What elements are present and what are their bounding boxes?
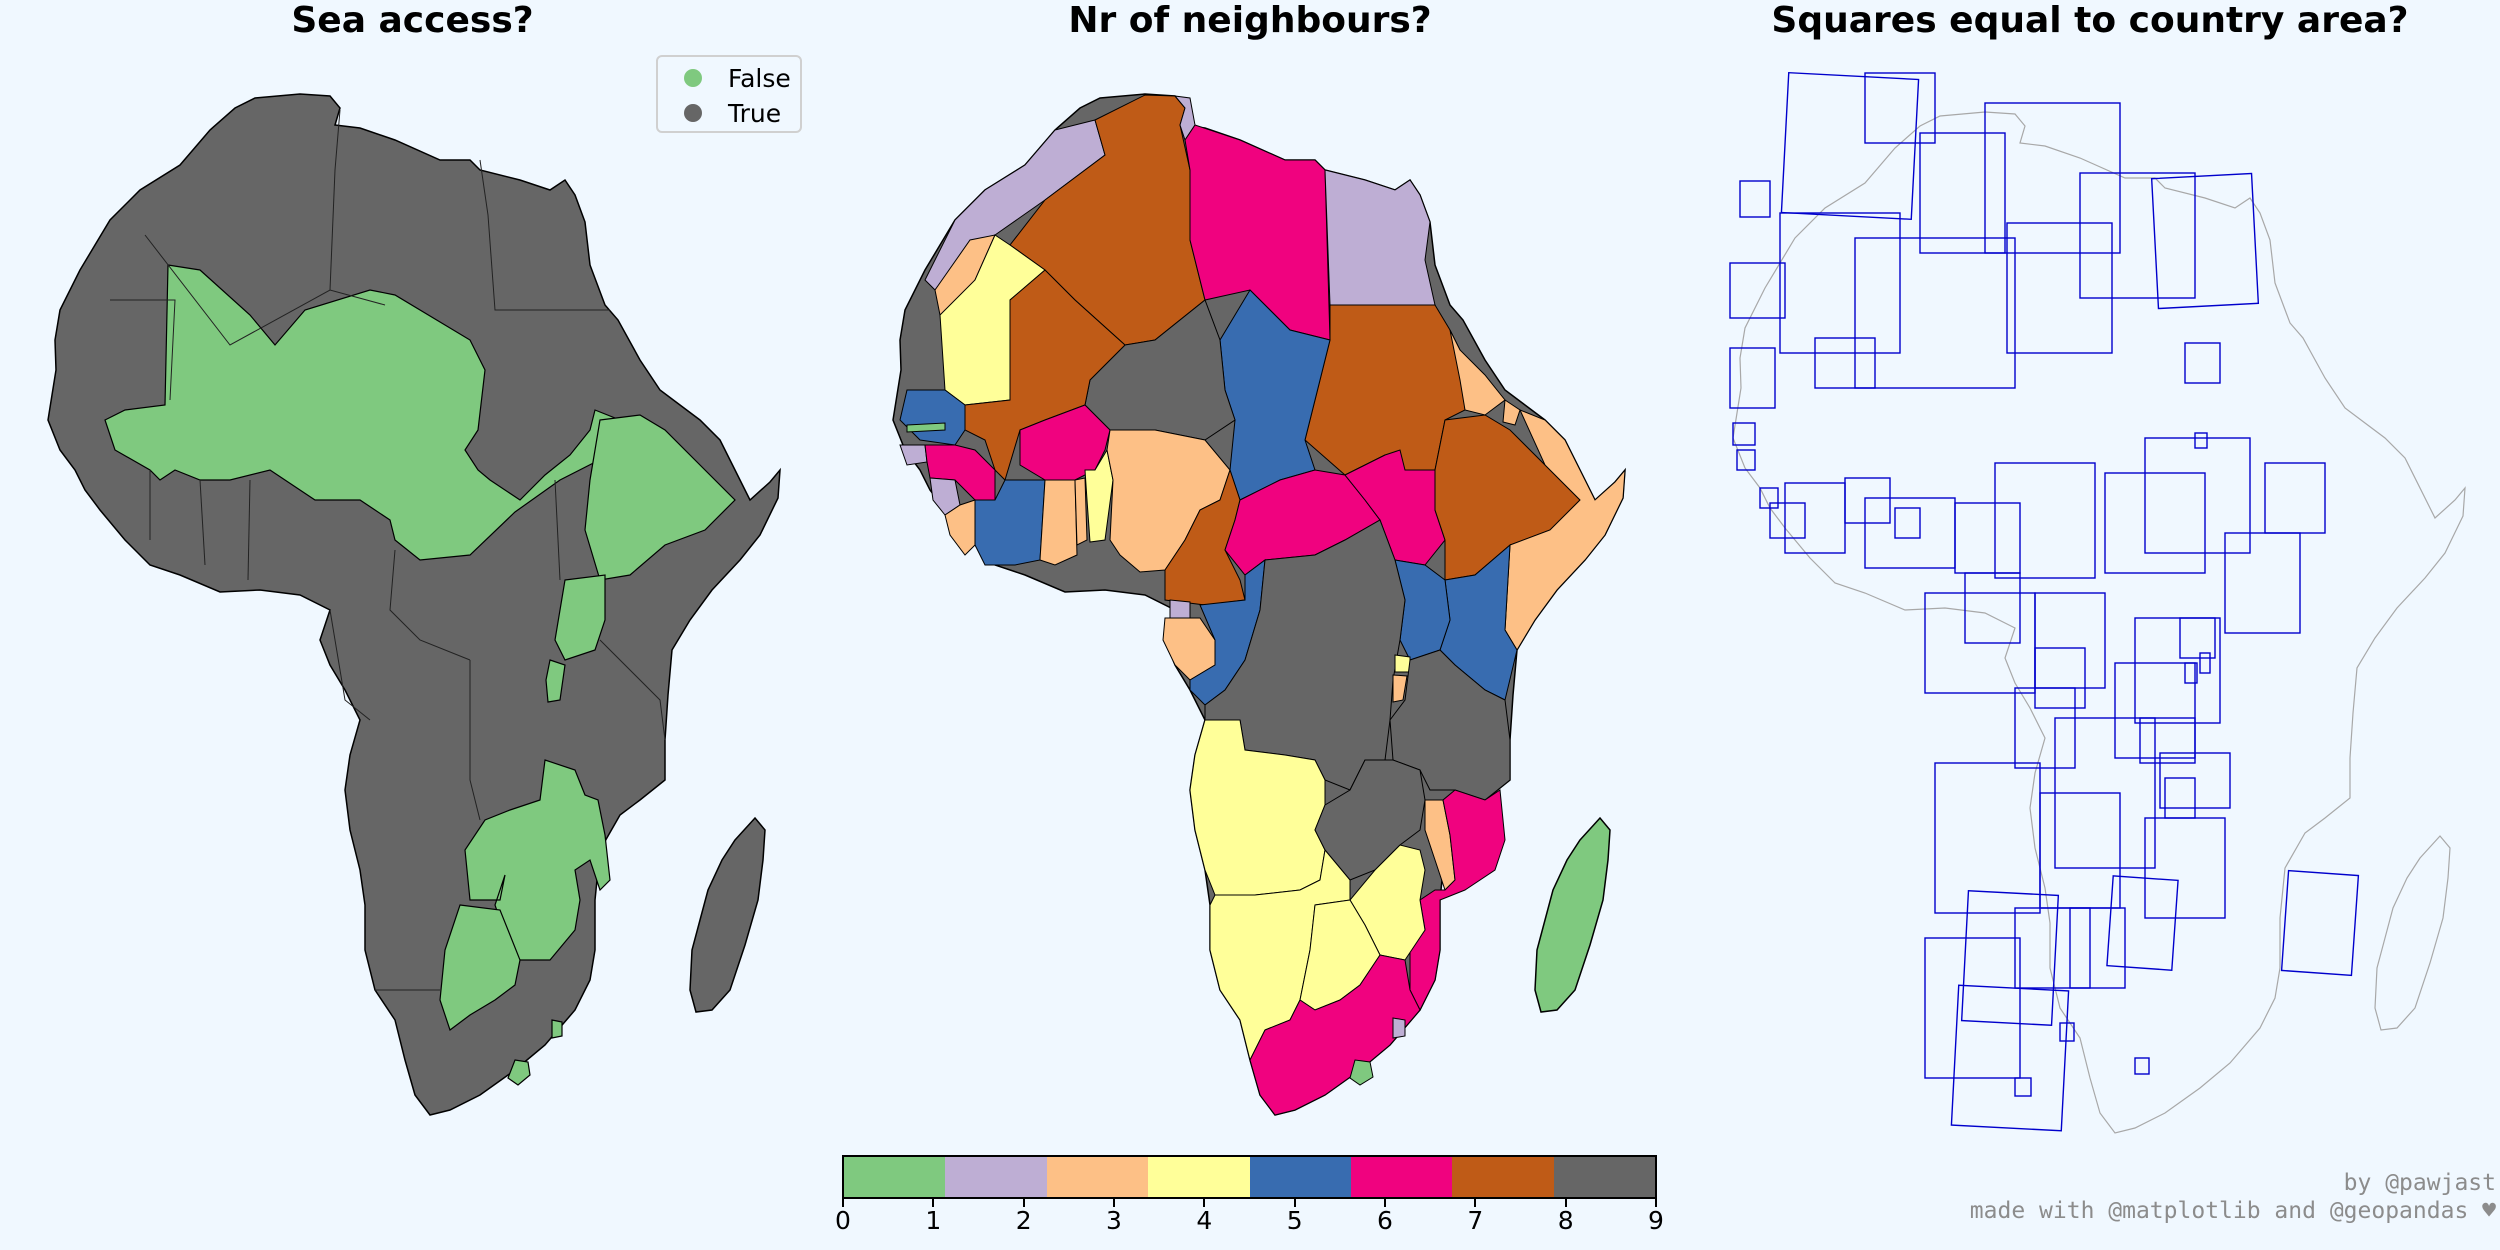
colorbar-tick: [1474, 1199, 1477, 1207]
colorbar-tick-label: 9: [1648, 1206, 1664, 1235]
legend-item-true: True: [658, 96, 781, 130]
colorbar-tick-label: 7: [1467, 1206, 1484, 1235]
colorbar-tick: [1203, 1199, 1206, 1207]
colorbar-tick-label: 3: [1106, 1206, 1122, 1235]
country-burundi: [1392, 674, 1408, 703]
landlocked-uganda-rwanda: [545, 574, 606, 703]
sea-access-borders: [110, 109, 666, 991]
landlocked-botswana: [439, 904, 521, 1031]
sea-access-map: [47, 93, 781, 1116]
country-ghana: [1039, 479, 1078, 566]
colorbar-tick: [842, 1199, 844, 1207]
madagascar: [689, 817, 766, 1013]
landlocked-lesotho: [507, 1059, 531, 1086]
colorbar-tick-label: 1: [925, 1206, 942, 1235]
africa-landmass: [47, 93, 781, 1116]
neighbours-title: Nr of neighbours?: [1068, 0, 1432, 41]
landlocked-zambia-malawi-zimbabwe: [464, 759, 611, 961]
neighbours-colorbar: [842, 1155, 1657, 1199]
country-equatorial-guinea: [1169, 599, 1191, 619]
colorbar-tick-label: 8: [1557, 1206, 1574, 1235]
colorbar-tick-label: 6: [1377, 1206, 1393, 1235]
africa-outline: [1732, 111, 2466, 1134]
colorbar-segment: [844, 1157, 946, 1197]
landlocked-ethiopia: [584, 414, 736, 581]
sea-access-title: Sea access?: [291, 0, 534, 41]
country-south-africa: [1249, 954, 1421, 1116]
colorbar-tick: [932, 1199, 935, 1207]
legend-true-dot: [684, 104, 702, 122]
credit-author: by @pawjast: [2343, 1170, 2496, 1196]
colorbar-segment: [1046, 1157, 1149, 1197]
country-squares: [1729, 71, 2360, 1132]
country-eswatini: [1392, 1017, 1406, 1039]
colorbar-tick-label: 2: [1015, 1206, 1032, 1235]
legend-false-dot: [684, 69, 702, 87]
landlocked-eswatini: [551, 1019, 563, 1039]
colorbar-tick: [1293, 1199, 1296, 1207]
country-benin: [1084, 448, 1114, 543]
colorbar-tick: [1113, 1199, 1115, 1207]
colorbar-tick-label: 4: [1196, 1206, 1213, 1235]
legend-false-label: False: [728, 63, 791, 93]
madagascar-outline: [2374, 835, 2451, 1031]
colorbar-segment: [1148, 1157, 1250, 1197]
colorbar-segment: [1553, 1157, 1655, 1197]
colorbar-tick: [1655, 1199, 1657, 1207]
country-burkina-faso: [1019, 404, 1111, 481]
country-somalia: [1504, 409, 1626, 651]
country-togo: [1074, 477, 1088, 546]
legend-item-false: False: [658, 61, 791, 95]
colorbar-tick: [1022, 1199, 1025, 1207]
credit-tools: made with @matplotlib and @geopandas ♥: [1969, 1198, 2496, 1224]
country-lesotho: [1349, 1059, 1374, 1086]
country-guinea-bissau: [899, 444, 928, 466]
colorbar-tick-label: 5: [1286, 1206, 1303, 1235]
colorbar-tick: [1564, 1199, 1567, 1207]
colorbar-segment: [1350, 1157, 1453, 1197]
country-eritrea: [1449, 329, 1506, 416]
colorbar-tick-label: 0: [835, 1206, 851, 1235]
colorbar-segment: [945, 1157, 1047, 1197]
country-egypt: [1324, 169, 1436, 306]
neighbours-map: [892, 93, 1626, 1116]
country-gambia: [906, 422, 946, 433]
sea-access-legend: False True: [656, 55, 802, 133]
country-djibouti: [1502, 399, 1521, 426]
madagascar-2: [1534, 817, 1611, 1013]
colorbar-segment: [1249, 1157, 1351, 1197]
squares-map: [1729, 71, 2466, 1134]
legend-true-label: True: [728, 98, 782, 128]
colorbar-tick: [1384, 1199, 1386, 1207]
colorbar-segment: [1452, 1157, 1554, 1197]
squares-title: Squares equal to country area?: [1771, 0, 2409, 41]
country-rwanda: [1394, 654, 1411, 673]
